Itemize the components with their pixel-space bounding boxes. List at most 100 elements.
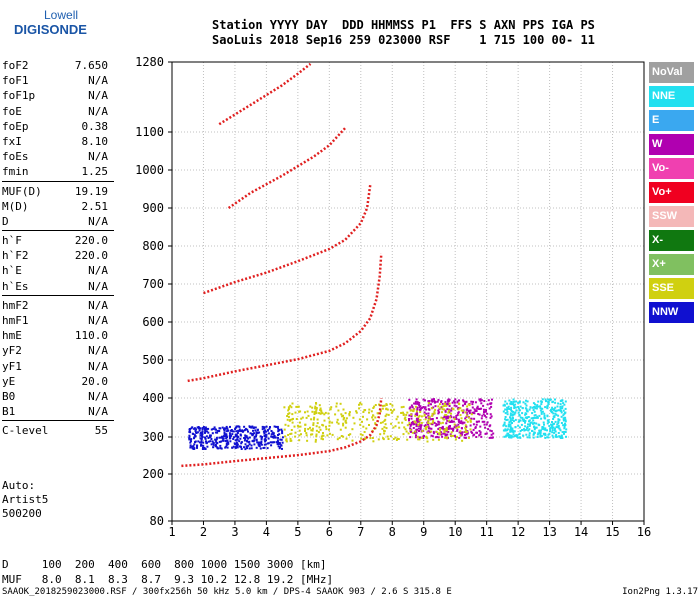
scatter-point xyxy=(552,422,555,425)
param-name: foEp xyxy=(2,119,29,133)
scatter-point xyxy=(372,418,375,421)
scatter-point xyxy=(525,399,527,402)
scatter-point xyxy=(490,405,493,408)
scatter-point xyxy=(552,412,555,415)
scatter-point xyxy=(414,436,417,439)
scatter-point xyxy=(236,438,239,441)
scatter-point xyxy=(447,430,450,433)
scatter-point xyxy=(247,444,250,447)
scatter-point xyxy=(451,420,454,423)
scatter-point xyxy=(335,405,338,408)
scatter-point xyxy=(348,411,351,414)
param-row: MUF(D) 19.19 xyxy=(2,184,114,199)
scatter-point xyxy=(244,435,247,438)
x-tick-label: 4 xyxy=(263,525,270,539)
scatter-point xyxy=(215,436,218,439)
scatter-point xyxy=(532,419,535,422)
scatter-point xyxy=(228,437,231,440)
scatter-point xyxy=(506,432,509,435)
scatter-point xyxy=(448,405,451,407)
scatter-point xyxy=(438,432,441,435)
param-value: N/A xyxy=(88,298,108,312)
scatter-point xyxy=(315,408,318,411)
scatter-point xyxy=(392,438,395,440)
scatter-point xyxy=(517,420,520,423)
scatter-point xyxy=(188,428,191,431)
scatter-point xyxy=(428,400,431,402)
scatter-point xyxy=(509,428,512,431)
scatter-point xyxy=(480,402,483,405)
param-name: fmin xyxy=(2,165,29,179)
scatter-point xyxy=(441,402,444,405)
scatter-point xyxy=(436,432,439,435)
scatter-point xyxy=(313,411,316,414)
scatter-point xyxy=(263,435,266,437)
scatter-point xyxy=(418,404,421,406)
scatter-point xyxy=(514,403,517,406)
scatter-point xyxy=(426,425,429,428)
scatter-point xyxy=(445,415,448,418)
scatter-point xyxy=(553,429,556,432)
scatter-point xyxy=(549,428,552,431)
scatter-point xyxy=(528,424,531,427)
scatter-point xyxy=(527,429,530,432)
scatter-point xyxy=(358,407,361,410)
scatter-point xyxy=(410,423,413,426)
scatter-point xyxy=(323,413,326,416)
scatter-point xyxy=(248,443,251,446)
scatter-point xyxy=(272,441,275,444)
scatter-point xyxy=(433,412,436,415)
scatter-point xyxy=(562,424,565,427)
scatter-point xyxy=(240,446,243,449)
scatter-point xyxy=(511,428,514,431)
scatter-point xyxy=(485,423,488,426)
scatter-point xyxy=(279,446,282,449)
scatter-point xyxy=(488,407,491,410)
scatter-point xyxy=(464,434,466,437)
scatter-point xyxy=(378,403,380,406)
scatter-point xyxy=(437,438,440,441)
scatter-point xyxy=(448,409,450,412)
scatter-point xyxy=(311,406,314,409)
scatter-point xyxy=(562,414,565,417)
scatter-point xyxy=(194,440,197,443)
scatter-point xyxy=(223,431,226,434)
scatter-point xyxy=(291,413,294,416)
scatter-point xyxy=(437,409,440,412)
scatter-point xyxy=(207,427,210,430)
scatter-point xyxy=(363,431,366,433)
param-row: hmF2 N/A xyxy=(2,298,114,313)
scatter-point xyxy=(205,435,208,438)
scatter-point xyxy=(561,431,564,434)
scatter-point xyxy=(410,417,413,420)
scatter-point xyxy=(557,418,560,421)
scatter-point xyxy=(372,414,374,417)
scatter-point xyxy=(200,438,203,441)
scatter-point xyxy=(517,406,520,408)
scatter-point xyxy=(564,407,567,410)
scatter-point xyxy=(267,429,269,432)
scatter-point xyxy=(524,407,527,410)
scatter-point xyxy=(214,445,217,448)
scatter-point xyxy=(502,424,505,427)
scatter-point xyxy=(270,435,273,438)
scatter-point xyxy=(430,403,432,406)
scatter-point xyxy=(506,410,509,413)
scatter-point xyxy=(543,423,545,426)
scatter-point xyxy=(443,431,446,434)
scatter-point xyxy=(427,430,430,433)
param-name: hmE xyxy=(2,329,22,343)
scatter-point xyxy=(440,406,443,409)
scatter-point xyxy=(383,432,386,435)
scatter-point xyxy=(260,443,263,446)
scatter-point xyxy=(521,412,524,415)
scatter-point xyxy=(528,420,530,423)
scatter-point xyxy=(409,428,412,431)
scatter-point xyxy=(387,438,390,440)
scatter-point xyxy=(287,409,290,412)
scatter-point xyxy=(384,423,387,426)
param-name: yF1 xyxy=(2,359,22,373)
scatter-point xyxy=(226,439,229,442)
scatter-point xyxy=(427,412,430,415)
scatter-point xyxy=(551,425,553,428)
